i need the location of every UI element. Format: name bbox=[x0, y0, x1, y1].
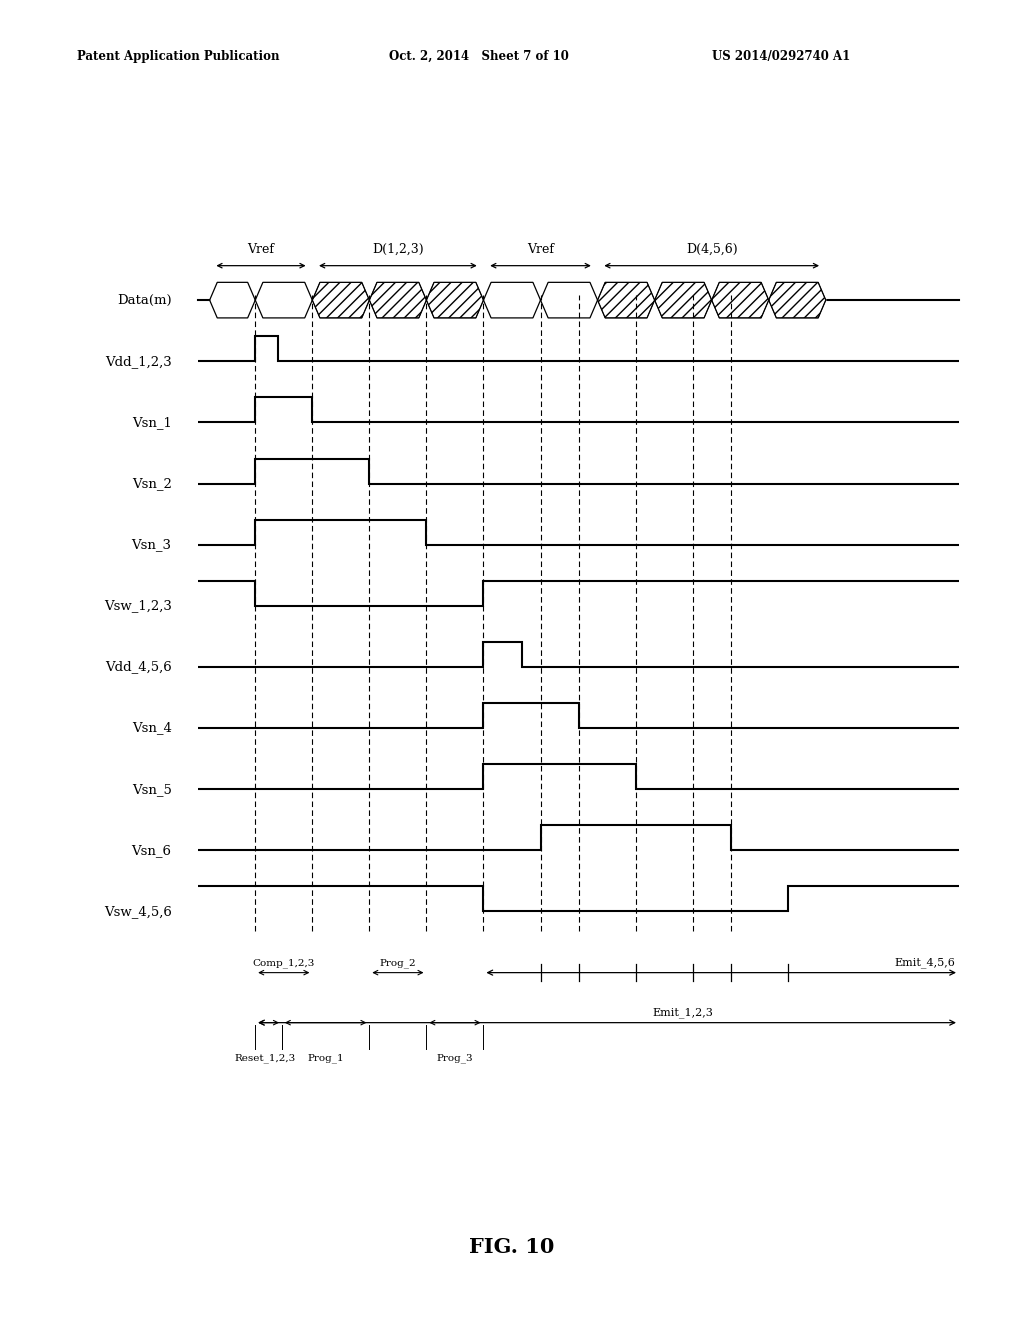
Text: Vsn_4: Vsn_4 bbox=[132, 722, 172, 735]
Text: Vref: Vref bbox=[527, 243, 554, 256]
Polygon shape bbox=[210, 282, 255, 318]
Text: D(1,2,3): D(1,2,3) bbox=[372, 243, 424, 256]
Text: Vsn_3: Vsn_3 bbox=[132, 539, 172, 552]
Text: Comp_1,2,3: Comp_1,2,3 bbox=[253, 958, 315, 968]
Text: Vsw_4,5,6: Vsw_4,5,6 bbox=[103, 906, 172, 917]
Text: Vsn_1: Vsn_1 bbox=[132, 416, 172, 429]
Text: FIG. 10: FIG. 10 bbox=[469, 1237, 555, 1258]
Polygon shape bbox=[712, 282, 769, 318]
Polygon shape bbox=[255, 282, 312, 318]
Text: Prog_3: Prog_3 bbox=[436, 1053, 473, 1063]
Polygon shape bbox=[598, 282, 654, 318]
Text: Prog_1: Prog_1 bbox=[307, 1053, 344, 1063]
Text: D(4,5,6): D(4,5,6) bbox=[686, 243, 737, 256]
Text: Vsn_2: Vsn_2 bbox=[132, 477, 172, 490]
Text: Prog_2: Prog_2 bbox=[380, 958, 416, 968]
Text: Vref: Vref bbox=[248, 243, 274, 256]
Text: Vsn_6: Vsn_6 bbox=[132, 843, 172, 857]
Text: Reset_1,2,3: Reset_1,2,3 bbox=[234, 1053, 295, 1063]
Text: Emit_4,5,6: Emit_4,5,6 bbox=[894, 957, 955, 968]
Polygon shape bbox=[541, 282, 598, 318]
Text: Data(m): Data(m) bbox=[117, 293, 172, 306]
Text: Vsn_5: Vsn_5 bbox=[132, 783, 172, 796]
Text: Emit_1,2,3: Emit_1,2,3 bbox=[652, 1007, 714, 1018]
Polygon shape bbox=[370, 282, 426, 318]
Text: Patent Application Publication: Patent Application Publication bbox=[77, 50, 280, 63]
Polygon shape bbox=[483, 282, 541, 318]
Polygon shape bbox=[654, 282, 712, 318]
Text: Vsw_1,2,3: Vsw_1,2,3 bbox=[103, 599, 172, 612]
Text: US 2014/0292740 A1: US 2014/0292740 A1 bbox=[712, 50, 850, 63]
Text: Oct. 2, 2014   Sheet 7 of 10: Oct. 2, 2014 Sheet 7 of 10 bbox=[389, 50, 569, 63]
Polygon shape bbox=[312, 282, 370, 318]
Polygon shape bbox=[426, 282, 483, 318]
Polygon shape bbox=[769, 282, 825, 318]
Text: Vdd_4,5,6: Vdd_4,5,6 bbox=[104, 660, 172, 673]
Text: Vdd_1,2,3: Vdd_1,2,3 bbox=[104, 355, 172, 368]
